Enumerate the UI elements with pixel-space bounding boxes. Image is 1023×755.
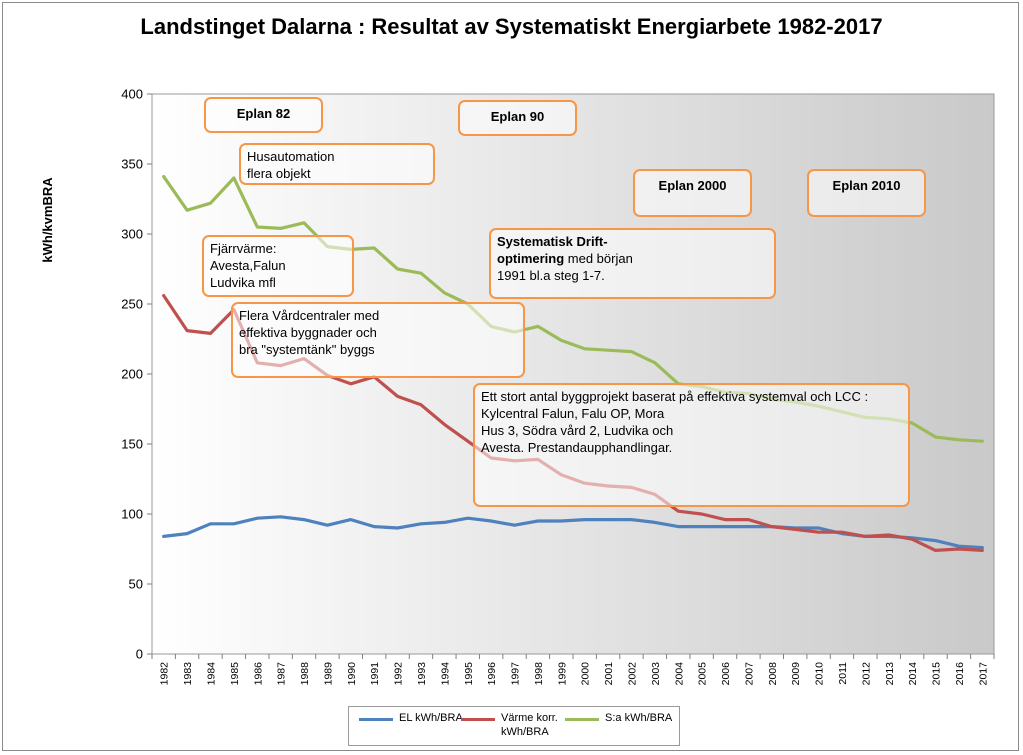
x-tick-label: 1987 xyxy=(276,662,288,686)
x-tick-label: 2015 xyxy=(931,662,943,686)
x-tick-label: 1989 xyxy=(322,662,334,686)
x-tick-label: 2012 xyxy=(860,662,872,686)
annotation-text: Eplan 2010 xyxy=(832,178,901,193)
annotation-driftoptimering: Systematisk Drift- optimering med början… xyxy=(489,228,776,299)
x-tick-label: 1990 xyxy=(346,662,358,686)
x-tick-label: 2011 xyxy=(837,662,849,685)
annotation-text: med början 1991 bl.a steg 1-7. xyxy=(497,251,633,283)
y-tick-label: 100 xyxy=(121,507,143,522)
x-tick-label: 2017 xyxy=(977,662,989,686)
x-tick-label: 2000 xyxy=(580,662,592,686)
y-tick-label: 0 xyxy=(136,647,143,662)
y-tick-label: 300 xyxy=(121,227,143,242)
annotation-eplan-2000: Eplan 2000 xyxy=(633,169,752,217)
y-axis-label: kWh/kvmBRA xyxy=(40,177,55,263)
x-tick-label: 1993 xyxy=(416,662,428,686)
x-tick-label: 2009 xyxy=(790,662,802,686)
x-tick-label: 2003 xyxy=(650,662,662,686)
x-tick-label: 2010 xyxy=(814,662,826,686)
annotation-byggprojekt: Ett stort antal byggprojekt baserat på e… xyxy=(473,383,910,507)
annotation-eplan-90: Eplan 90 xyxy=(458,100,577,136)
annotation-text: Fjärrvärme: Avesta,Falun Ludvika mfl xyxy=(210,241,286,290)
legend-swatch xyxy=(461,718,495,721)
legend-label: S:a kWh/BRA xyxy=(605,712,673,724)
annotation-vardcentraler: Flera Vårdcentraler med effektiva byggna… xyxy=(231,302,525,378)
legend-swatch xyxy=(565,718,599,721)
annotation-text: Eplan 2000 xyxy=(658,178,727,193)
x-tick-label: 1984 xyxy=(205,662,217,686)
y-tick-label: 250 xyxy=(121,297,143,312)
x-tick-label: 2007 xyxy=(743,662,755,686)
x-tick-label: 1996 xyxy=(486,662,498,686)
annotation-eplan-82: Eplan 82 xyxy=(204,97,323,133)
y-tick-label: 50 xyxy=(129,577,143,592)
x-tick-label: 1991 xyxy=(369,662,381,686)
x-tick-label: 2002 xyxy=(626,662,638,686)
x-tick-label: 2008 xyxy=(767,662,779,686)
y-tick-label: 400 xyxy=(121,87,143,102)
x-tick-label: 1998 xyxy=(533,662,545,686)
x-tick-label: 1999 xyxy=(556,662,568,686)
y-tick-label: 200 xyxy=(121,367,143,382)
legend-swatch xyxy=(359,718,393,721)
annotation-text: Eplan 90 xyxy=(490,109,545,124)
chart-title: Landstinget Dalarna : Resultat av System… xyxy=(140,14,883,39)
y-tick-label: 150 xyxy=(121,437,143,452)
x-tick-label: 2013 xyxy=(884,662,896,686)
x-tick-label: 1985 xyxy=(229,662,241,686)
x-tick-label: 1994 xyxy=(439,662,451,686)
annotation-husautomation: Husautomation flera objekt xyxy=(239,143,435,185)
x-tick-label: 2014 xyxy=(907,662,919,686)
annotation-text: Husautomation flera objekt xyxy=(247,149,335,181)
axes: 0 50 100 150 200 250 300 350 400 1982 1983 1984 1985… xyxy=(121,87,995,686)
annotation-text: Ett stort antal byggprojekt baserat på e… xyxy=(481,389,869,455)
x-tick-label: 1995 xyxy=(463,662,475,686)
x-tick-label: 1997 xyxy=(510,662,522,686)
legend-label: EL kWh/BRA xyxy=(399,712,463,724)
x-tick-label: 2001 xyxy=(603,662,615,686)
legend-label: Värme korr. kWh/BRA xyxy=(501,712,558,738)
x-tick-label: 1988 xyxy=(299,662,311,686)
x-tick-label: 1986 xyxy=(252,662,264,686)
x-tick-label: 1992 xyxy=(393,662,405,686)
annotation-eplan-2010: Eplan 2010 xyxy=(807,169,926,217)
annotation-text: Flera Vårdcentraler med effektiva byggna… xyxy=(239,308,380,357)
x-tick-label: 1982 xyxy=(159,662,171,686)
x-tick-label: 2006 xyxy=(720,662,732,686)
annotation-fjarrvarme: Fjärrvärme: Avesta,Falun Ludvika mfl xyxy=(202,235,354,297)
x-tick-label: 2005 xyxy=(697,662,709,686)
x-tick-label: 2016 xyxy=(954,662,966,686)
x-tick-label: 1983 xyxy=(182,662,194,686)
x-tick-label: 2004 xyxy=(673,662,685,686)
annotation-bold-text: Systematisk Drift- optimering xyxy=(497,234,608,266)
y-tick-label: 350 xyxy=(121,157,143,172)
legend: EL kWh/BRA Värme korr. kWh/BRA S:a kWh/BRA xyxy=(348,706,680,746)
annotation-text: Eplan 82 xyxy=(236,106,291,121)
